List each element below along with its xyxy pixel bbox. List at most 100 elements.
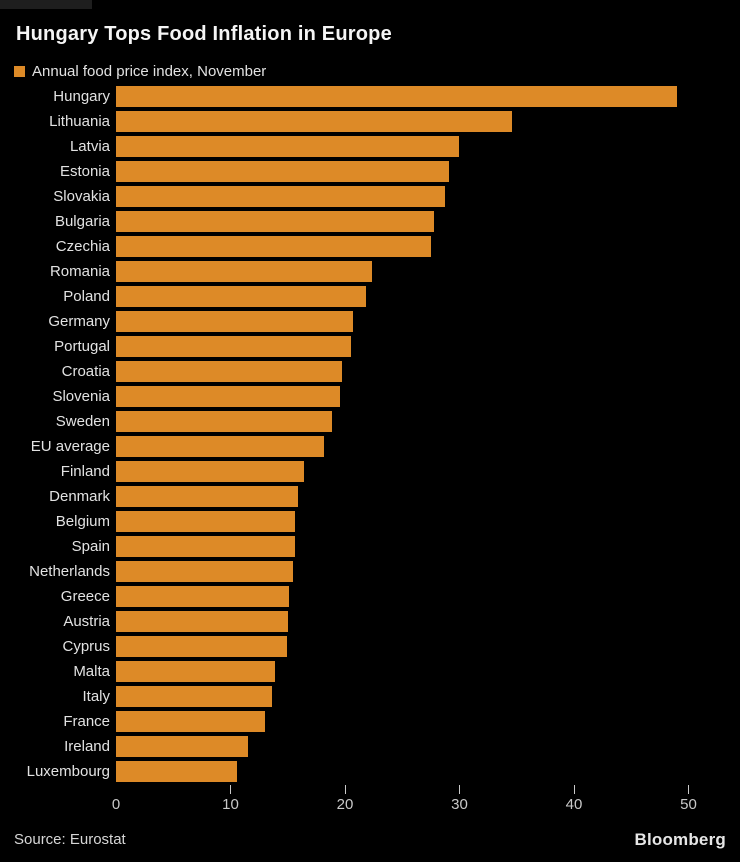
screen-corner-artifact xyxy=(0,0,92,9)
category-label-finland: Finland xyxy=(60,463,110,480)
legend: Annual food price index, November xyxy=(14,62,267,80)
chart-row-spain: Spain xyxy=(0,534,740,559)
x-axis-label-10: 10 xyxy=(222,796,239,813)
bar-track xyxy=(116,386,740,407)
category-label-ireland: Ireland xyxy=(64,738,110,755)
bar-track xyxy=(116,286,740,307)
bar-track xyxy=(116,661,740,682)
chart-row-austria: Austria xyxy=(0,609,740,634)
chart-row-sweden: Sweden xyxy=(0,409,740,434)
bar-track xyxy=(116,761,740,782)
category-label-denmark: Denmark xyxy=(49,488,110,505)
bar-italy xyxy=(116,686,272,707)
bar-cyprus xyxy=(116,636,287,657)
bar-track xyxy=(116,486,740,507)
category-label-slovenia: Slovenia xyxy=(52,388,110,405)
x-axis-tick-10 xyxy=(230,785,232,794)
bar-spain xyxy=(116,536,295,557)
bar-poland xyxy=(116,286,366,307)
bar-denmark xyxy=(116,486,299,507)
bar-hungary xyxy=(116,86,678,107)
bar-malta xyxy=(116,661,276,682)
category-label-slovakia: Slovakia xyxy=(53,188,110,205)
bar-track xyxy=(116,436,740,457)
category-label-spain: Spain xyxy=(71,538,110,555)
chart-row-bulgaria: Bulgaria xyxy=(0,209,740,234)
bar-track xyxy=(116,211,740,232)
bar-track xyxy=(116,111,740,132)
bar-sweden xyxy=(116,411,333,432)
x-axis-label-30: 30 xyxy=(451,796,468,813)
bar-croatia xyxy=(116,361,342,382)
bar-track xyxy=(116,461,740,482)
chart-row-denmark: Denmark xyxy=(0,484,740,509)
chart-row-luxembourg: Luxembourg xyxy=(0,759,740,784)
bar-track xyxy=(116,236,740,257)
category-label-italy: Italy xyxy=(82,688,110,705)
bar-austria xyxy=(116,611,288,632)
bar-track xyxy=(116,361,740,382)
category-label-lithuania: Lithuania xyxy=(49,113,110,130)
chart-row-netherlands: Netherlands xyxy=(0,559,740,584)
source-note: Source: Eurostat xyxy=(14,831,126,848)
bar-track xyxy=(116,586,740,607)
category-label-portugal: Portugal xyxy=(54,338,110,355)
chart-row-slovenia: Slovenia xyxy=(0,384,740,409)
chart-row-estonia: Estonia xyxy=(0,159,740,184)
category-label-germany: Germany xyxy=(48,313,110,330)
x-axis-label-40: 40 xyxy=(565,796,583,813)
bar-ireland xyxy=(116,736,248,757)
chart-row-malta: Malta xyxy=(0,659,740,684)
bar-track xyxy=(116,311,740,332)
category-label-netherlands: Netherlands xyxy=(29,563,110,580)
chart-row-germany: Germany xyxy=(0,309,740,334)
bar-track xyxy=(116,161,740,182)
bar-belgium xyxy=(116,511,295,532)
bar-track xyxy=(116,711,740,732)
chart-row-italy: Italy xyxy=(0,684,740,709)
chart-title: Hungary Tops Food Inflation in Europe xyxy=(16,23,392,45)
category-label-belgium: Belgium xyxy=(55,513,110,530)
bar-germany xyxy=(116,311,353,332)
bar-track xyxy=(116,86,740,107)
chart-row-greece: Greece xyxy=(0,584,740,609)
chart-row-romania: Romania xyxy=(0,259,740,284)
x-axis-tick-20 xyxy=(344,785,346,794)
bar-chart-plot-area: Hungary Lithuania Latvia Estonia Slovakia Bul… xyxy=(0,84,740,784)
category-label-france: France xyxy=(63,713,110,730)
x-axis: 0 10 20 30 40 50 xyxy=(112,785,740,817)
bar-track xyxy=(116,636,740,657)
category-label-bulgaria: Bulgaria xyxy=(54,213,110,230)
bar-france xyxy=(116,711,265,732)
category-label-luxembourg: Luxembourg xyxy=(26,763,110,780)
bar-track xyxy=(116,411,740,432)
category-label-greece: Greece xyxy=(60,588,110,605)
chart-row-poland: Poland xyxy=(0,284,740,309)
chart-row-france: France xyxy=(0,709,740,734)
chart-row-cyprus: Cyprus xyxy=(0,634,740,659)
x-axis-tick-30 xyxy=(459,785,461,794)
chart-row-portugal: Portugal xyxy=(0,334,740,359)
bar-luxembourg xyxy=(116,761,238,782)
category-label-eu-average: EU average xyxy=(30,438,110,455)
category-label-sweden: Sweden xyxy=(55,413,110,430)
chart-row-finland: Finland xyxy=(0,459,740,484)
category-label-czechia: Czechia xyxy=(55,238,110,255)
legend-label: Annual food price index, November xyxy=(32,62,267,80)
chart-row-slovakia: Slovakia xyxy=(0,184,740,209)
bar-portugal xyxy=(116,336,351,357)
chart-row-ireland: Ireland xyxy=(0,734,740,759)
x-axis-tick-40 xyxy=(573,785,575,794)
bar-lithuania xyxy=(116,111,513,132)
x-axis-tick-50 xyxy=(688,785,690,794)
chart-row-eu-average: EU average xyxy=(0,434,740,459)
bar-track xyxy=(116,611,740,632)
chart-row-hungary: Hungary xyxy=(0,84,740,109)
bar-estonia xyxy=(116,161,450,182)
chart-row-croatia: Croatia xyxy=(0,359,740,384)
chart-row-lithuania: Lithuania xyxy=(0,109,740,134)
legend-swatch-icon xyxy=(14,65,25,77)
bar-track xyxy=(116,736,740,757)
bar-track xyxy=(116,136,740,157)
